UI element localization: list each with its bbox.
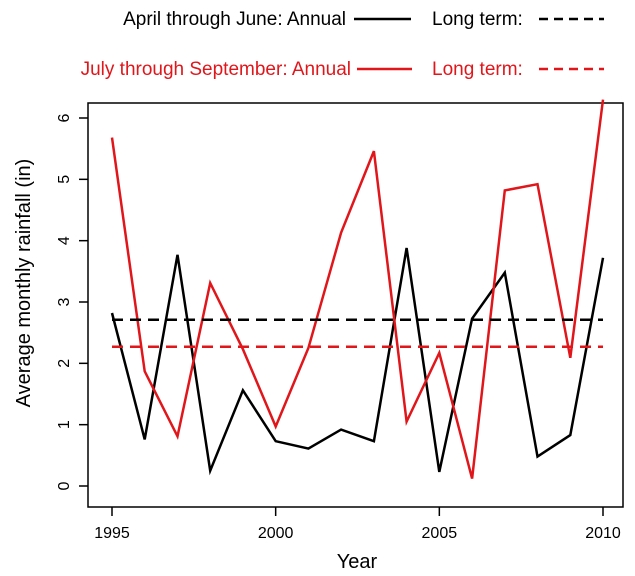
plot-frame xyxy=(87,102,624,508)
legend-row2-annual-label: July through September: Annual xyxy=(81,59,351,80)
series-layer xyxy=(110,99,605,479)
y-tick-label: 2 xyxy=(56,359,73,368)
y-tick-label: 6 xyxy=(56,113,73,122)
series-july-through-september-annual xyxy=(110,99,605,479)
x-axis-label: Year xyxy=(337,551,378,573)
x-tick-label: 1995 xyxy=(94,525,130,542)
x-axis: 1995 2000 2005 2010 xyxy=(94,507,621,542)
x-tick-label: 2010 xyxy=(585,525,621,542)
series-april-through-june-annual xyxy=(110,247,605,476)
y-tick-label: 5 xyxy=(56,175,73,184)
y-tick-label: 4 xyxy=(56,236,73,245)
y-axis: 0 1 2 3 4 5 6 xyxy=(56,113,88,490)
x-tick-label: 2005 xyxy=(422,525,458,542)
x-tick-label: 2000 xyxy=(258,525,294,542)
legend-row1-longterm-label: Long term: xyxy=(432,9,523,30)
legend-row1-annual-label: April through June: Annual xyxy=(123,9,346,30)
legend-row2-longterm-label: Long term: xyxy=(432,59,523,80)
y-axis-label: Average monthly rainfall (in) xyxy=(13,159,35,408)
y-tick-label: 3 xyxy=(56,297,73,306)
legend: April through June: Annual Long term: Ju… xyxy=(81,9,604,80)
y-tick-label: 0 xyxy=(56,481,73,490)
y-tick-label: 1 xyxy=(56,420,73,429)
